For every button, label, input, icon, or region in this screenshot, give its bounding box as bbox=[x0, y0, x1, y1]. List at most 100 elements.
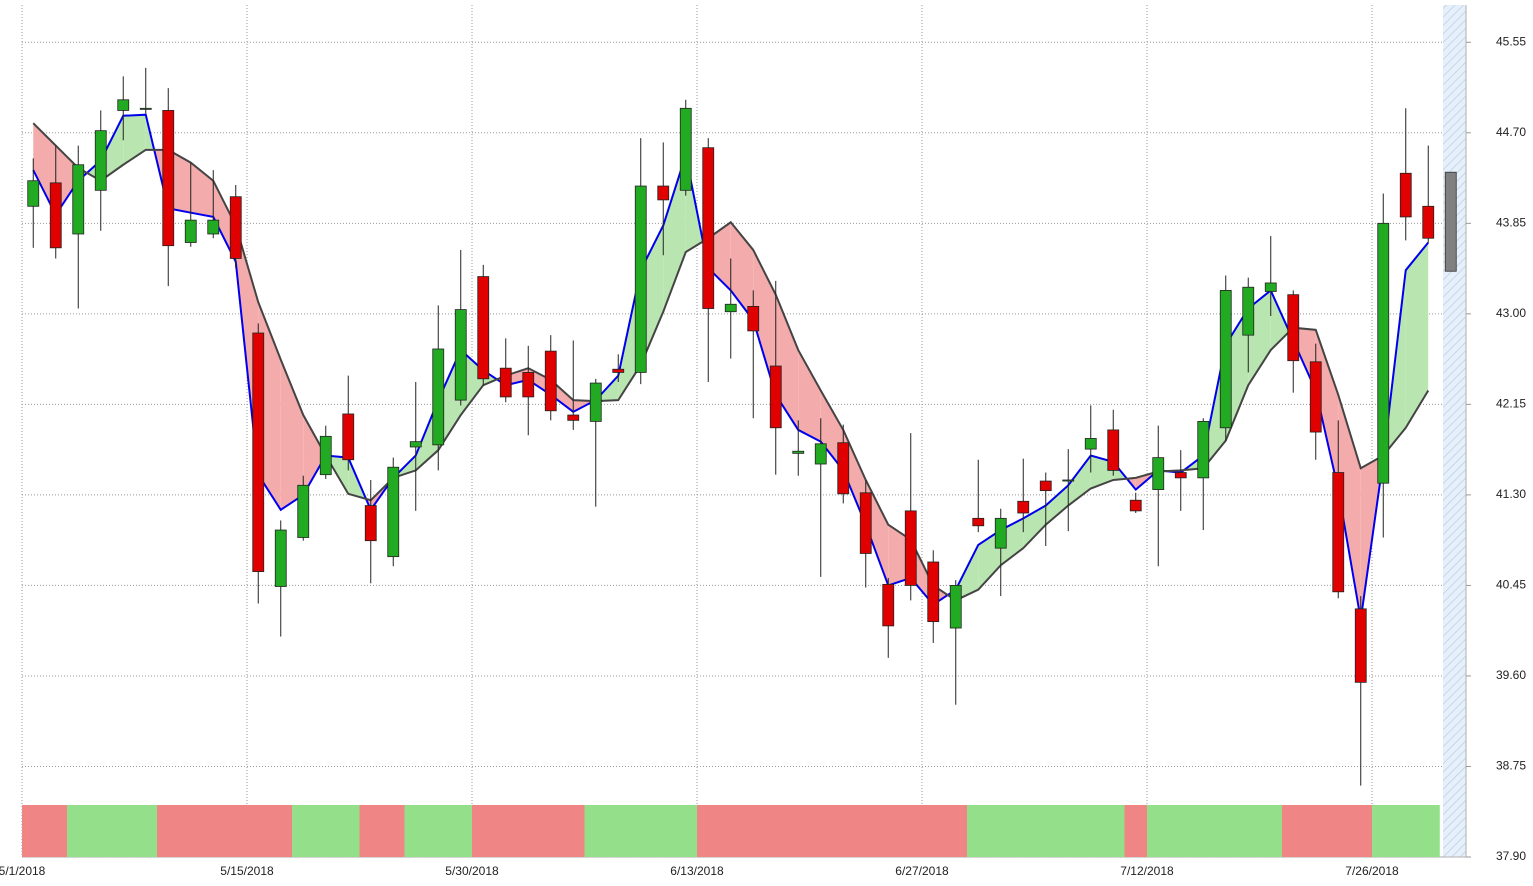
regime-band bbox=[899, 805, 923, 857]
regime-band bbox=[1417, 805, 1440, 857]
candle-body bbox=[567, 414, 580, 421]
regime-band bbox=[674, 805, 698, 857]
regime-band bbox=[202, 805, 225, 857]
candle-body bbox=[522, 372, 535, 398]
regime-band bbox=[719, 805, 743, 857]
regime-band bbox=[562, 805, 585, 857]
candle-body bbox=[432, 348, 445, 446]
regime-band bbox=[539, 805, 563, 857]
candle-body bbox=[994, 517, 1007, 549]
candle-body bbox=[162, 110, 175, 247]
regime-band bbox=[1282, 805, 1305, 857]
regime-band bbox=[1349, 805, 1373, 857]
candle-body bbox=[229, 196, 242, 259]
x-tick-label: 7/12/2018 bbox=[1120, 864, 1174, 878]
future-area bbox=[1443, 5, 1466, 857]
ma-fill bbox=[303, 415, 326, 495]
candle-body bbox=[792, 450, 805, 454]
regime-band bbox=[1394, 805, 1418, 857]
candle-body bbox=[252, 332, 265, 572]
regime-band bbox=[44, 805, 68, 857]
candle-body bbox=[589, 382, 602, 422]
candle-body bbox=[387, 466, 400, 558]
regime-band bbox=[832, 805, 855, 857]
candle-body bbox=[477, 276, 490, 380]
x-tick-label: 7/26/2018 bbox=[1345, 864, 1399, 878]
regime-band bbox=[134, 805, 158, 857]
regime-band bbox=[652, 805, 675, 857]
candle-body bbox=[859, 492, 872, 554]
candle-body bbox=[274, 529, 287, 587]
regime-band bbox=[1147, 805, 1170, 857]
candle-body bbox=[94, 130, 107, 191]
regime-band bbox=[382, 805, 405, 857]
regime-band bbox=[67, 805, 90, 857]
regime-band bbox=[337, 805, 360, 857]
candle-body bbox=[814, 443, 827, 465]
candle-body bbox=[1107, 429, 1120, 471]
regime-band bbox=[1102, 805, 1125, 857]
candle-body bbox=[207, 219, 220, 235]
x-tick-label: 6/13/2018 bbox=[670, 864, 724, 878]
candle-body bbox=[1084, 438, 1097, 450]
regime-band bbox=[247, 805, 270, 857]
regime-band bbox=[607, 805, 630, 857]
candle-body bbox=[1129, 499, 1142, 512]
regime-band bbox=[404, 805, 428, 857]
candle-body bbox=[297, 484, 310, 538]
regime-band bbox=[1079, 805, 1103, 857]
regime-band bbox=[292, 805, 315, 857]
ma-fill bbox=[280, 359, 304, 510]
candle-body bbox=[117, 99, 130, 111]
candle-body bbox=[1399, 172, 1412, 218]
candle-body bbox=[342, 413, 355, 461]
candle-body bbox=[1309, 361, 1322, 433]
candle-body bbox=[409, 441, 422, 448]
regime-band bbox=[89, 805, 113, 857]
regime-band bbox=[877, 805, 900, 857]
y-tick-label: 44.70 bbox=[1496, 125, 1526, 139]
regime-band bbox=[1034, 805, 1058, 857]
regime-band bbox=[112, 805, 135, 857]
candle-body bbox=[1242, 286, 1255, 336]
x-tick-label: 6/27/2018 bbox=[895, 864, 949, 878]
candle-body bbox=[1354, 608, 1367, 683]
y-tick-label: 39.60 bbox=[1496, 668, 1526, 682]
candle-body bbox=[1017, 500, 1030, 514]
regime-band bbox=[809, 805, 833, 857]
regime-band bbox=[854, 805, 878, 857]
candle-body bbox=[1152, 457, 1165, 490]
regime-band bbox=[179, 805, 203, 857]
regime-band bbox=[1304, 805, 1328, 857]
candle-body bbox=[1287, 294, 1300, 362]
candle-body bbox=[319, 435, 332, 476]
ma-fill bbox=[1405, 242, 1429, 428]
candle-body bbox=[634, 185, 647, 373]
candle-body bbox=[1197, 421, 1210, 479]
candle-body bbox=[679, 107, 692, 191]
candle-body bbox=[49, 182, 62, 249]
regime-band bbox=[944, 805, 968, 857]
candle-body bbox=[1422, 205, 1435, 239]
regime-band bbox=[1214, 805, 1238, 857]
candle-body bbox=[1062, 479, 1075, 482]
candle-body bbox=[724, 303, 737, 313]
regime-band bbox=[1237, 805, 1260, 857]
candle-body bbox=[657, 185, 670, 201]
ma-fill bbox=[190, 162, 214, 217]
candle-body bbox=[882, 583, 895, 627]
y-tick-label: 41.30 bbox=[1496, 487, 1526, 501]
ma-fill bbox=[730, 222, 754, 321]
candle-body bbox=[927, 561, 940, 623]
ma-fill bbox=[1068, 455, 1091, 506]
ma-fill bbox=[753, 249, 776, 395]
candle-body bbox=[1174, 472, 1187, 479]
regime-band bbox=[1372, 805, 1395, 857]
regime-band bbox=[1327, 805, 1350, 857]
candle-body bbox=[972, 517, 985, 527]
candle-body bbox=[747, 305, 760, 332]
regime-band bbox=[157, 805, 180, 857]
candle-body bbox=[499, 367, 512, 398]
regime-band bbox=[967, 805, 990, 857]
